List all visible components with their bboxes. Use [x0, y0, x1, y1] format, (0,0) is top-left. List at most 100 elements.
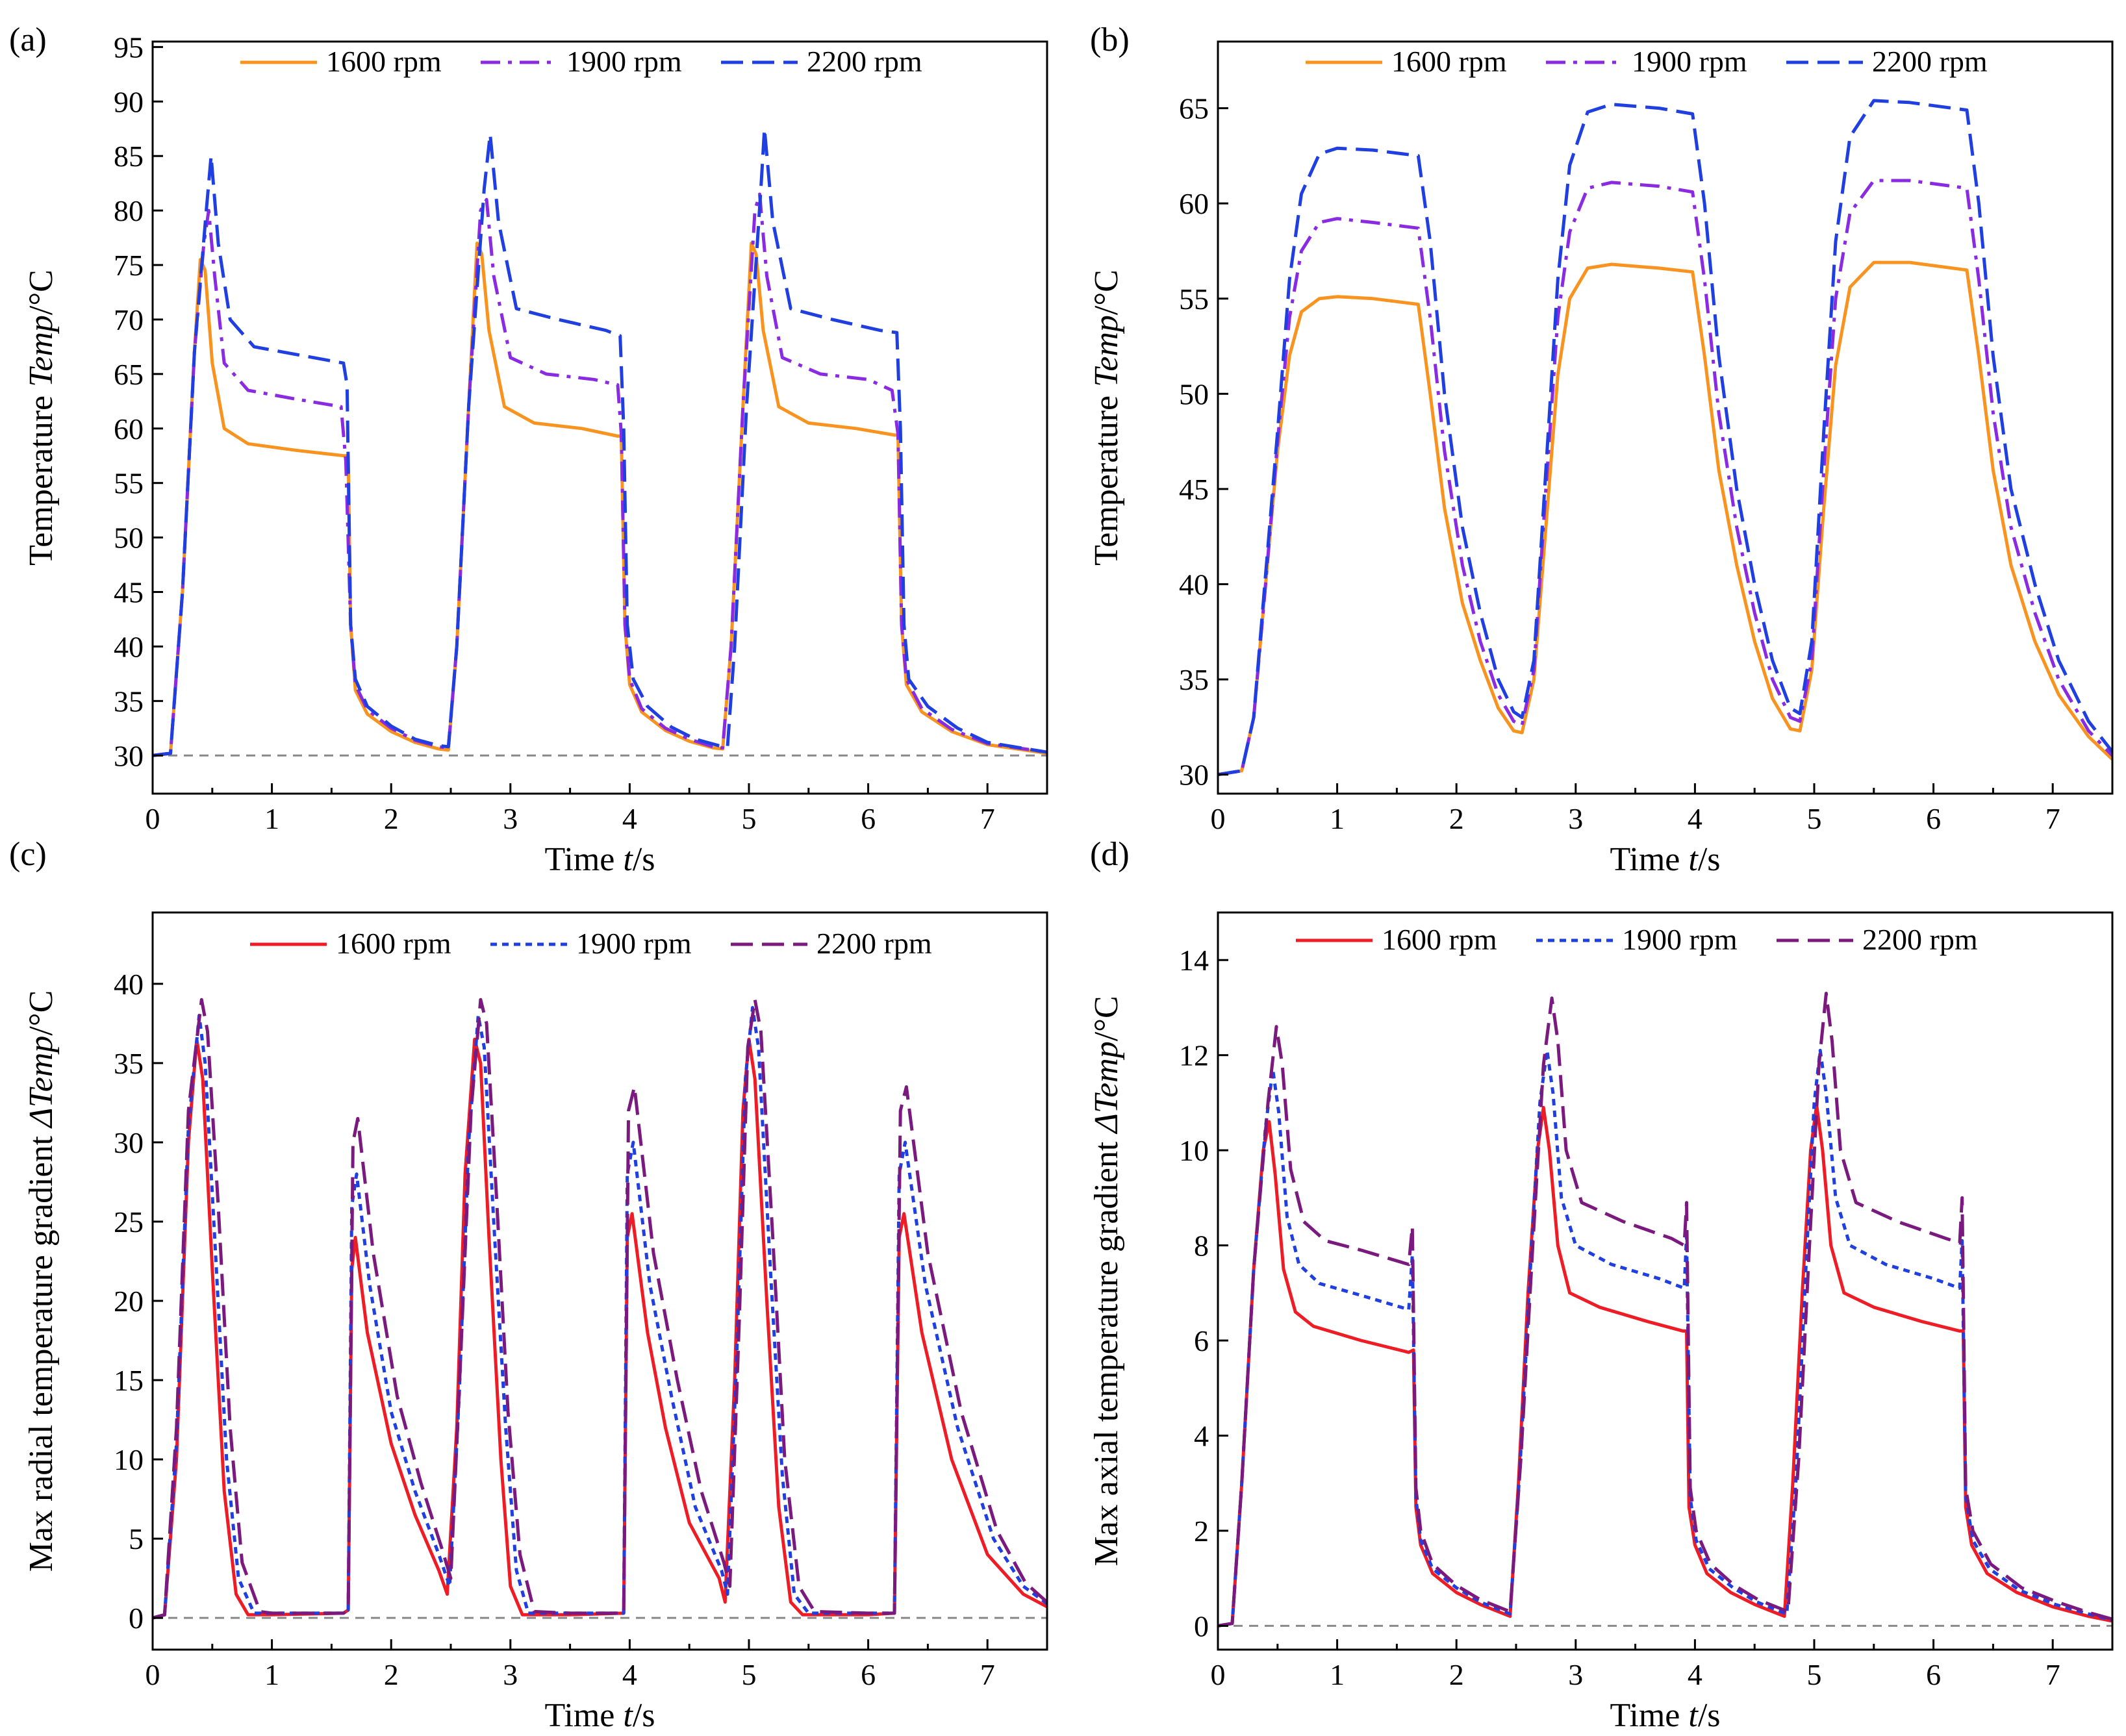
- y-tick-label: 15: [114, 1364, 144, 1397]
- y-tick-label: 45: [114, 576, 144, 609]
- legend-entry: 1600 rpm: [326, 45, 442, 78]
- series-group: [153, 127, 1047, 757]
- panel-label: (b): [1090, 21, 1130, 58]
- y-tick-label: 85: [114, 140, 144, 173]
- legend-entry: 1900 rpm: [1632, 45, 1747, 78]
- legend: 1600 rpm 1900 rpm 2200 rpm: [240, 45, 922, 78]
- y-tick-label: 65: [1179, 92, 1209, 125]
- series-line-1900-rpm: [153, 1006, 1047, 1620]
- series-group: [1218, 99, 2112, 777]
- legend-entry: 2200 rpm: [1872, 45, 1988, 78]
- x-tick-label: 6: [861, 802, 876, 835]
- x-tick-label: 7: [2045, 1658, 2060, 1691]
- legend-entry: 1600 rpm: [1391, 45, 1507, 78]
- x-tick-label: 0: [146, 802, 160, 835]
- y-tick-label: 45: [1179, 473, 1209, 506]
- x-tick-label: 1: [1330, 1658, 1345, 1691]
- x-tick-label: 3: [1568, 1658, 1583, 1691]
- x-tick-label: 0: [146, 1658, 160, 1691]
- y-axis-title: Temperature Temp/°C: [1088, 270, 1125, 566]
- x-tick-label: 3: [1568, 802, 1583, 835]
- series-group: [1218, 992, 2112, 1628]
- y-tick-label: 30: [1179, 759, 1209, 792]
- y-tick-label: 35: [1179, 663, 1209, 696]
- panel-label: (a): [9, 21, 47, 58]
- x-tick-label: 4: [1688, 1658, 1702, 1691]
- y-tick-label: 30: [114, 739, 144, 772]
- chart-panel-0: 0 1 2 3 4 5 6 73035404550556065707580859095Time…: [9, 21, 1048, 878]
- series-line-2200-rpm: [1218, 992, 2112, 1628]
- x-tick-label: 6: [861, 1658, 876, 1691]
- x-tick-label: 5: [742, 802, 757, 835]
- panel-label: (c): [9, 836, 47, 873]
- y-tick-label: 5: [129, 1522, 144, 1555]
- legend-entry: 2200 rpm: [1862, 923, 1978, 956]
- y-tick-label: 2: [1194, 1515, 1209, 1548]
- chart-panel-2: 0 1 2 3 4 5 6 7 0 5 10 15 20 25 30 35 40 Time t/s Max radi…: [9, 836, 1048, 1734]
- series-line-1600-rpm: [153, 242, 1047, 757]
- legend: 1600 rpm 1900 rpm 2200 rpm: [1306, 45, 1988, 78]
- y-tick-label: 10: [1179, 1134, 1209, 1167]
- y-axis-title: Max radial temperature gradient ΔTemp/°C: [23, 990, 60, 1572]
- x-tick-label: 7: [2045, 802, 2060, 835]
- y-tick-label: 95: [114, 31, 144, 64]
- legend-entry: 1600 rpm: [336, 927, 451, 960]
- y-tick-label: 4: [1194, 1419, 1209, 1452]
- legend-entry: 2200 rpm: [816, 927, 932, 960]
- y-tick-label: 80: [114, 194, 144, 227]
- x-tick-label: 4: [1688, 802, 1702, 835]
- y-tick-label: 75: [114, 249, 144, 282]
- series-line-1600-rpm: [1218, 260, 2112, 777]
- y-tick-label: 60: [1179, 187, 1209, 220]
- y-axis-title: Max axial temperature gradient ΔTemp/°C: [1088, 996, 1125, 1566]
- x-axis-title: Time t/s: [544, 841, 655, 878]
- legend: 1600 rpm 1900 rpm 2200 rpm: [250, 927, 932, 960]
- x-axis-title: Time t/s: [1610, 841, 1720, 878]
- x-tick-label: 5: [742, 1658, 757, 1691]
- series-line-2200-rpm: [153, 127, 1047, 757]
- y-tick-label: 6: [1194, 1324, 1209, 1357]
- y-tick-label: 65: [114, 358, 144, 391]
- y-tick-label: 40: [114, 630, 144, 663]
- y-tick-label: 40: [1179, 568, 1209, 601]
- plot-frame: [1217, 40, 2114, 795]
- x-tick-label: 3: [503, 802, 518, 835]
- x-tick-label: 7: [980, 802, 995, 835]
- y-tick-label: 25: [114, 1205, 144, 1239]
- y-tick-label: 0: [1194, 1609, 1209, 1642]
- series-line-2200-rpm: [1218, 99, 2112, 777]
- y-tick-label: 40: [114, 968, 144, 1001]
- y-tick-label: 55: [114, 467, 144, 500]
- x-tick-label: 0: [1211, 802, 1226, 835]
- x-tick-label: 4: [622, 802, 637, 835]
- plot-frame: [151, 911, 1048, 1651]
- x-tick-label: 6: [1926, 802, 1941, 835]
- y-tick-label: 35: [114, 685, 144, 718]
- x-tick-label: 1: [1330, 802, 1345, 835]
- y-tick-label: 90: [114, 85, 144, 118]
- x-axis-title: Time t/s: [1610, 1697, 1720, 1734]
- series-line-1900-rpm: [153, 192, 1047, 757]
- legend-entry: 1600 rpm: [1382, 923, 1497, 956]
- legend: 1600 rpm 1900 rpm 2200 rpm: [1296, 923, 1978, 956]
- y-tick-label: 12: [1179, 1039, 1209, 1072]
- y-tick-label: 70: [114, 303, 144, 336]
- x-tick-label: 0: [1211, 1658, 1226, 1691]
- y-tick-label: 60: [114, 412, 144, 446]
- x-tick-label: 1: [264, 802, 279, 835]
- y-tick-label: 8: [1194, 1229, 1209, 1263]
- y-tick-label: 0: [129, 1602, 144, 1635]
- y-tick-label: 35: [114, 1047, 144, 1080]
- series-line-1900-rpm: [1218, 179, 2112, 777]
- legend-entry: 2200 rpm: [807, 45, 922, 78]
- series-line-1900-rpm: [1218, 1048, 2112, 1628]
- x-tick-label: 5: [1807, 1658, 1822, 1691]
- x-tick-label: 2: [384, 802, 399, 835]
- series-line-1600-rpm: [1218, 1103, 2112, 1628]
- x-tick-label: 1: [264, 1658, 279, 1691]
- plot-frame: [1217, 911, 2114, 1651]
- y-tick-label: 50: [114, 522, 144, 555]
- y-tick-label: 50: [1179, 377, 1209, 410]
